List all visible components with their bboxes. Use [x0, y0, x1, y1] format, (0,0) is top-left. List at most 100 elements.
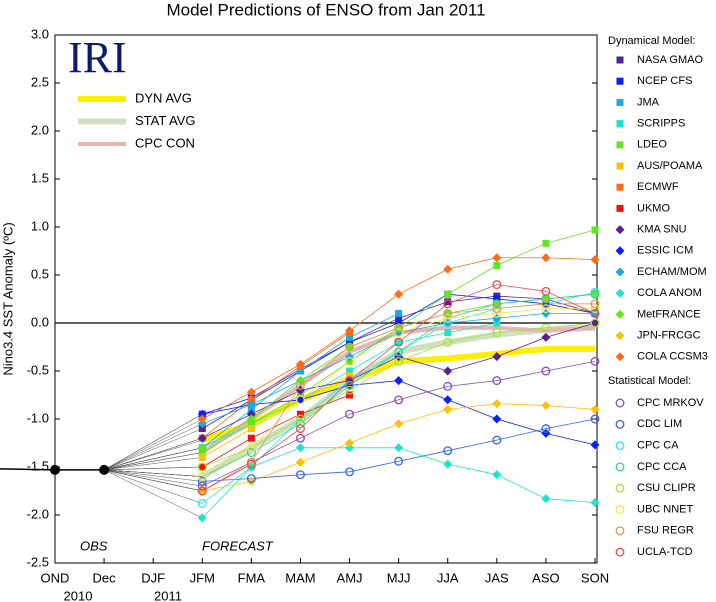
y-axis-label: Nino3.4 SST Anomaly (ºC)	[0, 222, 15, 375]
marker	[492, 470, 502, 480]
marker	[395, 309, 403, 317]
x-tick-label: MJJ	[387, 570, 411, 585]
marker	[443, 404, 453, 414]
y-tick-label: 2.5	[31, 74, 49, 89]
marker	[395, 319, 403, 327]
legend-marker	[615, 267, 625, 277]
marker	[394, 323, 404, 333]
model-line	[201, 447, 596, 519]
fan-line	[104, 457, 203, 471]
chart-title: Model Predictions of ENSO from Jan 2011	[166, 0, 485, 19]
legend-marker	[616, 141, 624, 149]
marker	[197, 513, 207, 523]
legend-label: CSU CLIPR	[637, 482, 696, 494]
legend-marker	[615, 398, 625, 408]
marker	[198, 425, 206, 433]
marker	[246, 443, 256, 453]
marker	[590, 255, 600, 265]
legend-marker	[615, 441, 625, 451]
marker	[247, 396, 255, 404]
marker	[492, 414, 502, 424]
marker	[443, 395, 453, 405]
marker	[197, 419, 207, 429]
y-tick-label: 3.0	[31, 26, 49, 41]
legend-label: JMA	[637, 96, 660, 108]
marker	[246, 462, 256, 472]
legend-label: DYN AVG	[135, 90, 192, 105]
x-tick-label: JFM	[190, 570, 215, 585]
legend-label: SCRIPPS	[637, 118, 685, 130]
plot-frame	[54, 34, 598, 564]
marker	[296, 391, 304, 399]
marker	[198, 463, 206, 471]
marker	[197, 499, 207, 508]
marker	[296, 410, 304, 418]
marker	[197, 481, 207, 491]
fan-line	[104, 452, 203, 471]
marker	[346, 391, 354, 399]
legend-marker	[615, 246, 625, 256]
marker	[590, 308, 600, 318]
x-tick-label: Dec	[93, 570, 117, 585]
marker	[345, 342, 355, 352]
marker	[197, 433, 207, 443]
y-tick-label: 2.0	[31, 122, 49, 137]
year-label: 2011	[154, 588, 182, 602]
marker	[590, 440, 600, 450]
marker	[345, 467, 354, 477]
marker	[246, 409, 256, 419]
marker	[590, 318, 600, 328]
legend-label: FSU REGR	[637, 525, 694, 537]
obs-line	[0, 468, 56, 471]
marker	[394, 376, 404, 386]
model-line	[202, 293, 596, 477]
legend-heading: Statistical Model:	[608, 375, 691, 387]
marker	[295, 443, 305, 453]
legend-label: CPC CCA	[637, 461, 687, 473]
fan-line	[104, 469, 203, 487]
legend-label: CPC CA	[637, 440, 679, 452]
marker	[493, 319, 501, 327]
marker	[590, 404, 600, 414]
marker	[394, 443, 404, 453]
marker	[296, 433, 305, 443]
marker	[296, 380, 305, 390]
legend-marker	[615, 526, 625, 536]
marker	[247, 425, 255, 433]
model-line	[202, 332, 350, 439]
marker	[541, 323, 551, 333]
marker	[492, 352, 502, 362]
legend-label: ECHAM/MOM	[637, 266, 707, 278]
obs-point	[50, 464, 60, 475]
marker	[395, 314, 403, 322]
marker	[443, 459, 453, 469]
fan-line	[104, 469, 203, 504]
marker	[492, 328, 502, 338]
fan-line	[103, 423, 203, 471]
marker	[443, 337, 453, 347]
marker	[590, 289, 600, 299]
marker	[345, 326, 355, 336]
marker	[345, 376, 354, 386]
marker	[296, 419, 305, 429]
marker	[492, 435, 502, 445]
marker	[443, 446, 453, 456]
marker	[443, 264, 453, 274]
legend-label: UCLA-TCD	[637, 546, 693, 558]
marker	[493, 261, 501, 269]
fan-line	[104, 466, 203, 471]
legend-label: JPN-FRCGC	[637, 330, 701, 342]
marker	[346, 333, 354, 341]
legend-marker	[615, 225, 625, 235]
legend-marker	[615, 505, 625, 514]
legend-label: UBC NNET	[637, 503, 694, 515]
obs-point	[99, 464, 110, 475]
legend-label: CPC CON	[135, 135, 195, 150]
marker	[590, 304, 600, 314]
marker	[541, 332, 551, 342]
legend-label: CPC MRKOV	[637, 397, 704, 409]
legend-label: UKMO	[637, 202, 670, 214]
legend-marker	[616, 98, 624, 106]
x-tick-label: JAS	[485, 570, 509, 585]
marker	[246, 459, 256, 469]
